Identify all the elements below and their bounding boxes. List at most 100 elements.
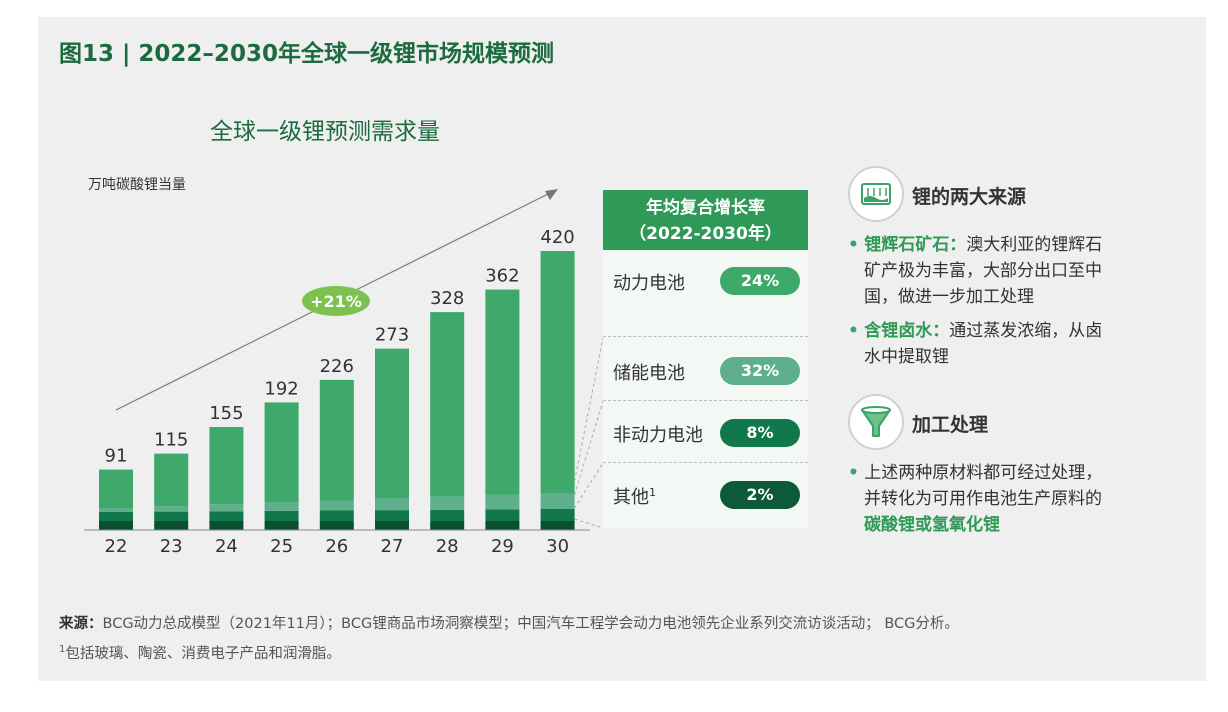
source-item-line: 矿产极为丰富，大部分出口至中 [864,261,1102,281]
bar-value-label: 328 [430,288,464,309]
figure-title: 图13 | 2022–2030年全球一级锂市场规模预测 [59,41,554,67]
processing-text: • 上述两种原材料都可经过处理， 并转化为可用作电池生产原料的 碳酸锂或氢氧化锂 [848,460,1168,538]
bar-segment-storage-battery [99,508,133,512]
x-tick-label: 23 [160,536,183,557]
processing-highlight: 碳酸锂或氢氧化锂 [864,515,1000,535]
cagr-row-power-battery: 动力电池 24% [603,250,808,312]
bar-segment-storage-battery [264,502,299,511]
bar-value-label: 91 [105,446,128,467]
cagr-row-label-text: 其他 [613,487,649,508]
source-item-line: 通过蒸发浓缩，从卤 [949,321,1103,341]
chart-title: 全球一级锂预测需求量 [210,119,440,145]
source-text: BCG动力总成模型（2021年11月）；BCG锂商品市场洞察模型；中国汽车工程学… [102,616,959,632]
connector-line [574,518,604,529]
connector-line [574,400,604,496]
bar-value-label: 226 [320,356,354,377]
bar-value-label: 115 [154,430,188,451]
cagr-header-title: 年均复合增长率 [646,198,765,218]
cagr-value-badge: 8% [720,419,800,447]
cagr-row-label: 动力电池 [613,273,685,294]
bar-segment-power-battery [154,453,189,507]
bar-value-label: 420 [540,227,574,248]
cagr-value-badge: 24% [720,267,800,295]
x-tick-label: 27 [381,536,404,557]
bullet-icon: • [848,463,859,483]
cagr-row-label: 非动力电池 [613,425,703,446]
divider [603,336,808,337]
bar-chart: +21% 91 22 115 23 155 24 192 25 226 26 273 27 328 28 36… [84,189,604,557]
bar-segment-power-battery [375,348,409,499]
cagr-row-non-power-battery: 非动力电池 8% [603,402,808,464]
source-item-spodumene: • 锂辉石矿石：澳大利亚的锂辉石 矿产极为丰富，大部分出口至中 国，做进一步加工… [848,232,1168,310]
footnote-marker: 1 [59,644,66,656]
bar-segment-power-battery [264,402,299,503]
footnote-marker: 1 [649,486,656,499]
bar-segment-non-power-battery [154,511,189,521]
processing-line: 并转化为可用作电池生产原料的 [864,489,1102,509]
cagr-row-label: 其他1 [613,483,656,509]
bar-segment-power-battery [209,427,244,505]
cagr-value-badge: 32% [720,357,800,385]
bar-segment-power-battery [540,251,575,493]
divider [603,462,808,463]
bar-segment-storage-battery [209,504,244,512]
sources-title: 锂的两大来源 [912,186,1027,208]
bar-segment-power-battery [99,469,133,508]
bar-segment-other [430,521,465,530]
processing-title: 加工处理 [912,414,989,436]
bar-segment-other [209,521,244,530]
source-item-line: 水中提取锂 [864,347,949,367]
trend-arrow-head [545,189,558,200]
cagr-row-storage-battery: 储能电池 32% [603,340,808,402]
bar-segment-storage-battery [430,496,465,510]
bar-segment-power-battery [319,379,354,501]
source-label: 来源： [59,616,103,632]
footnote: 1包括玻璃、陶瓷、消费电子产品和润滑脂。 [59,642,341,663]
bar-segment-power-battery [485,289,520,495]
source-item-name: 锂辉石矿石： [864,235,967,255]
bullet-icon: • [848,235,859,255]
source-item-name: 含锂卤水： [864,321,950,341]
source-item-brine: • 含锂卤水：通过蒸发浓缩，从卤 水中提取锂 [848,318,1168,370]
cagr-row-label: 储能电池 [613,363,685,384]
cagr-header: 年均复合增长率 （2022-2030年） [603,190,808,250]
bar-segment-non-power-battery [319,510,354,521]
bar-segment-non-power-battery [540,509,575,521]
source-item-line: 澳大利亚的锂辉石 [966,235,1103,255]
bar-segment-other [375,521,409,530]
y-axis-unit-label: 万吨碳酸锂当量 [88,177,186,193]
x-tick-label: 29 [491,536,514,557]
bar-value-label: 155 [209,403,243,424]
bar-segment-non-power-battery [430,509,465,521]
connector-line [574,462,604,509]
bar-segment-storage-battery [375,498,409,511]
funnel-icon [848,394,904,450]
bar-segment-non-power-battery [485,509,520,521]
bar-segment-non-power-battery [375,510,409,521]
bar-segment-storage-battery [154,506,189,512]
brine-pond-icon [848,166,904,222]
bar-segment-other [319,521,354,530]
bar-value-label: 273 [375,325,409,346]
bullet-icon: • [848,321,859,341]
bar-segment-storage-battery [485,494,520,510]
bar-segment-non-power-battery [209,511,244,521]
footnote-text: 包括玻璃、陶瓷、消费电子产品和润滑脂。 [65,646,341,662]
source-item-line: 国，做进一步加工处理 [864,287,1034,307]
x-tick-label: 30 [546,536,569,557]
bar-segment-storage-battery [540,493,575,509]
cagr-body: 动力电池 24% 储能电池 32% 非动力电池 8% 其他1 2% [603,250,808,528]
cagr-box: 年均复合增长率 （2022-2030年） 动力电池 24% 储能电池 32% 非… [603,190,808,528]
x-tick-label: 28 [436,536,459,557]
connector-line [574,337,604,482]
x-tick-label: 26 [325,536,348,557]
bar-segment-other [485,521,520,530]
divider [603,400,808,401]
trend-label: +21% [310,292,362,311]
source-note: 来源：BCG动力总成模型（2021年11月）；BCG锂商品市场洞察模型；中国汽车… [59,612,959,633]
cagr-header-period: （2022-2030年） [629,224,782,244]
bar-segment-other [99,521,133,530]
x-tick-label: 24 [215,536,238,557]
bar-value-label: 362 [485,266,519,287]
bar-segment-non-power-battery [99,512,133,521]
